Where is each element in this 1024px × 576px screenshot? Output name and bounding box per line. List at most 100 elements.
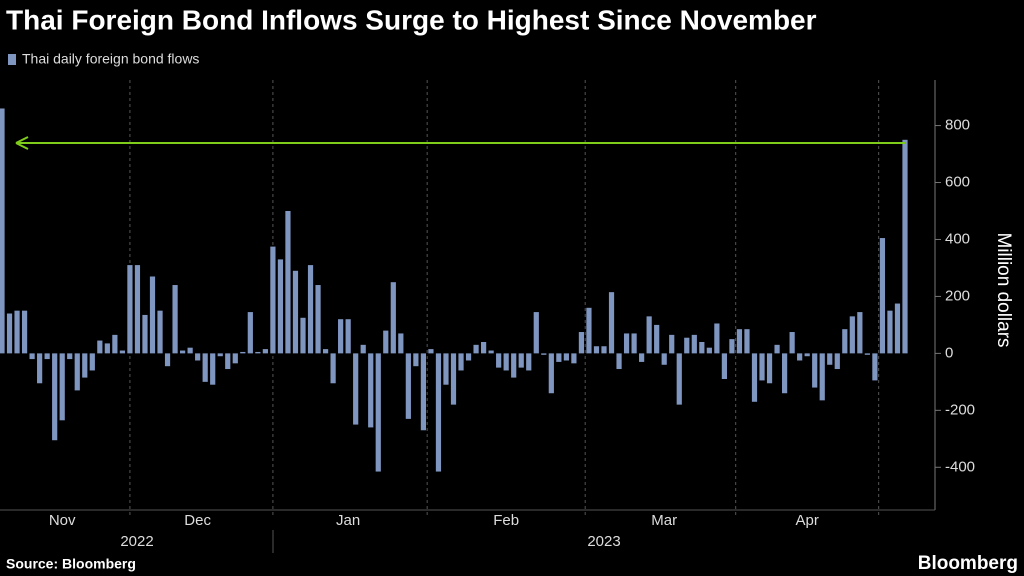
bar <box>14 310 20 354</box>
bar <box>518 353 524 368</box>
bar <box>639 353 645 362</box>
year-label: 2022 <box>120 533 153 550</box>
bar <box>262 349 268 354</box>
bar <box>481 341 487 354</box>
bar <box>29 353 35 360</box>
bar <box>112 334 118 354</box>
bar <box>676 353 682 405</box>
bar <box>345 319 351 354</box>
x-tick-label: Feb <box>493 512 519 529</box>
bar <box>789 332 795 354</box>
bar <box>450 353 457 405</box>
bar <box>368 353 374 428</box>
bar <box>827 353 833 365</box>
bar <box>59 353 65 421</box>
bar <box>488 350 494 354</box>
bar <box>864 353 870 355</box>
bar <box>902 139 908 354</box>
bar <box>217 353 223 357</box>
bar <box>473 344 479 354</box>
bar <box>315 285 321 354</box>
bar <box>812 353 818 388</box>
bar <box>300 317 306 354</box>
y-axis-title: Million dollars <box>993 232 1014 347</box>
bar <box>684 337 690 354</box>
bar <box>119 350 125 354</box>
bar <box>736 329 743 354</box>
bar <box>435 353 442 472</box>
bar <box>330 353 336 384</box>
bar <box>67 353 73 360</box>
bar <box>413 353 419 367</box>
bar <box>270 246 276 354</box>
bar <box>623 333 630 354</box>
bar <box>631 333 637 354</box>
bar <box>593 346 600 354</box>
bar <box>134 265 141 354</box>
brand: Bloomberg <box>918 553 1018 574</box>
bar <box>127 265 133 354</box>
chart-title: Thai Foreign Bond Inflows Surge to Highe… <box>6 4 817 35</box>
bar <box>142 314 148 354</box>
source: Source: Bloomberg <box>6 556 136 572</box>
bar <box>857 312 863 354</box>
bar <box>89 353 95 371</box>
bar <box>37 353 43 384</box>
y-tick-label: -400 <box>945 458 975 475</box>
bar <box>669 334 675 354</box>
bar <box>6 313 13 354</box>
bar <box>819 353 825 401</box>
bar <box>225 353 231 370</box>
y-tick-label: 600 <box>945 173 970 190</box>
legend-swatch <box>8 54 16 65</box>
bar <box>872 353 878 381</box>
bar <box>661 353 667 365</box>
y-tick-label: 800 <box>945 117 970 134</box>
bar <box>247 312 253 354</box>
bar <box>428 349 434 354</box>
bar <box>721 353 727 380</box>
bar <box>691 334 697 354</box>
bar <box>353 353 359 425</box>
bar <box>292 270 299 354</box>
bar <box>842 329 848 354</box>
bar <box>804 353 810 357</box>
bar <box>285 210 291 354</box>
bar <box>74 353 80 391</box>
bar <box>526 353 532 371</box>
bar <box>548 353 554 394</box>
arrow-head <box>15 136 29 150</box>
bar <box>714 323 720 354</box>
bar <box>511 353 517 378</box>
x-tick-label: Nov <box>49 512 76 529</box>
y-tick-label: 200 <box>945 287 970 304</box>
bar <box>556 353 562 362</box>
bar <box>533 312 539 354</box>
bar <box>706 347 712 354</box>
bar <box>541 353 547 355</box>
bar <box>97 340 103 354</box>
bar <box>503 353 509 371</box>
bar <box>398 333 404 354</box>
bar <box>759 353 765 381</box>
bar <box>699 341 705 354</box>
bar <box>774 344 780 354</box>
bar <box>157 310 163 354</box>
x-tick-label: Mar <box>651 512 677 529</box>
bar <box>202 353 208 382</box>
bar <box>232 353 238 364</box>
bar <box>104 343 110 354</box>
bar <box>616 353 622 370</box>
bar <box>646 316 652 354</box>
bar <box>390 282 396 354</box>
bar <box>255 351 261 354</box>
bar <box>729 339 735 354</box>
bar <box>608 292 615 354</box>
bar <box>322 349 329 354</box>
x-tick-label: Jan <box>336 512 360 529</box>
bar <box>601 346 607 354</box>
bar <box>405 353 411 419</box>
x-tick-label: Apr <box>796 512 819 529</box>
y-tick-label: 0 <box>945 344 953 361</box>
